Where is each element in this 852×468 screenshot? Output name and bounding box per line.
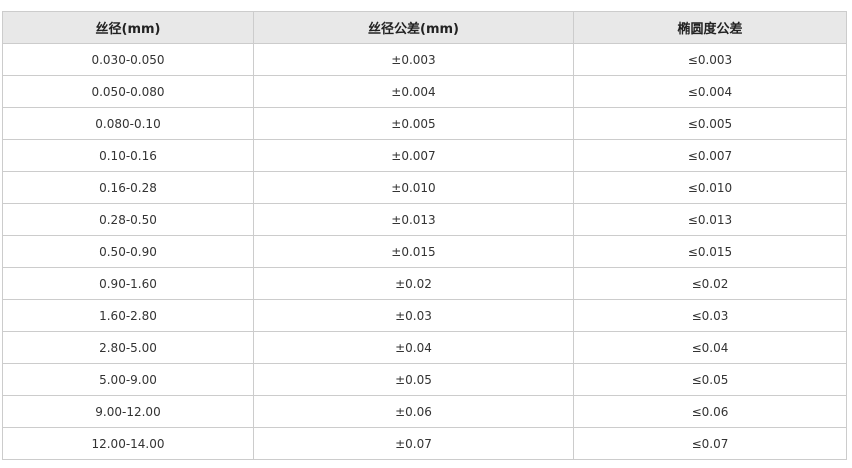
cell-wire-diameter: 0.28-0.50: [2, 203, 254, 236]
cell-ovality-tolerance: ≤0.05: [573, 363, 847, 396]
table-row: 12.00-14.00 ±0.07 ≤0.07: [2, 427, 847, 460]
tolerance-table: 丝径(mm) 丝径公差(mm) 椭圆度公差 0.030-0.050 ±0.003 ≤…: [2, 11, 847, 460]
cell-diameter-tolerance: ±0.02: [253, 267, 574, 300]
header-row: 丝径(mm) 丝径公差(mm) 椭圆度公差: [2, 11, 847, 44]
cell-diameter-tolerance: ±0.015: [253, 235, 574, 268]
cell-diameter-tolerance: ±0.04: [253, 331, 574, 364]
cell-ovality-tolerance: ≤0.007: [573, 139, 847, 172]
cell-diameter-tolerance: ±0.010: [253, 171, 574, 204]
table-row: 0.16-0.28 ±0.010 ≤0.010: [2, 171, 847, 204]
cell-wire-diameter: 1.60-2.80: [2, 299, 254, 332]
cell-wire-diameter: 0.080-0.10: [2, 107, 254, 140]
cell-diameter-tolerance: ±0.005: [253, 107, 574, 140]
cell-wire-diameter: 0.16-0.28: [2, 171, 254, 204]
cell-wire-diameter: 0.050-0.080: [2, 75, 254, 108]
table-row: 1.60-2.80 ±0.03 ≤0.03: [2, 299, 847, 332]
cell-diameter-tolerance: ±0.06: [253, 395, 574, 428]
table-row: 0.28-0.50 ±0.013 ≤0.013: [2, 203, 847, 236]
header-diameter-tolerance: 丝径公差(mm): [253, 11, 574, 44]
cell-diameter-tolerance: ±0.05: [253, 363, 574, 396]
cell-ovality-tolerance: ≤0.004: [573, 75, 847, 108]
table-row: 9.00-12.00 ±0.06 ≤0.06: [2, 395, 847, 428]
cell-wire-diameter: 0.90-1.60: [2, 267, 254, 300]
cell-ovality-tolerance: ≤0.07: [573, 427, 847, 460]
cell-diameter-tolerance: ±0.004: [253, 75, 574, 108]
cell-wire-diameter: 0.030-0.050: [2, 43, 254, 76]
cell-diameter-tolerance: ±0.013: [253, 203, 574, 236]
cell-wire-diameter: 12.00-14.00: [2, 427, 254, 460]
table-row: 5.00-9.00 ±0.05 ≤0.05: [2, 363, 847, 396]
cell-ovality-tolerance: ≤0.010: [573, 171, 847, 204]
table-row: 0.030-0.050 ±0.003 ≤0.003: [2, 43, 847, 76]
cell-wire-diameter: 0.50-0.90: [2, 235, 254, 268]
cell-ovality-tolerance: ≤0.013: [573, 203, 847, 236]
header-ovality-tolerance: 椭圆度公差: [573, 11, 847, 44]
cell-wire-diameter: 9.00-12.00: [2, 395, 254, 428]
table-row: 0.90-1.60 ±0.02 ≤0.02: [2, 267, 847, 300]
cell-ovality-tolerance: ≤0.015: [573, 235, 847, 268]
cell-diameter-tolerance: ±0.07: [253, 427, 574, 460]
cell-ovality-tolerance: ≤0.06: [573, 395, 847, 428]
table-row: 0.050-0.080 ±0.004 ≤0.004: [2, 75, 847, 108]
table-row: 0.50-0.90 ±0.015 ≤0.015: [2, 235, 847, 268]
header-wire-diameter: 丝径(mm): [2, 11, 254, 44]
cell-diameter-tolerance: ±0.007: [253, 139, 574, 172]
table-row: 2.80-5.00 ±0.04 ≤0.04: [2, 331, 847, 364]
cell-ovality-tolerance: ≤0.04: [573, 331, 847, 364]
cell-wire-diameter: 0.10-0.16: [2, 139, 254, 172]
cell-ovality-tolerance: ≤0.003: [573, 43, 847, 76]
cell-ovality-tolerance: ≤0.005: [573, 107, 847, 140]
cell-wire-diameter: 2.80-5.00: [2, 331, 254, 364]
cell-wire-diameter: 5.00-9.00: [2, 363, 254, 396]
cell-diameter-tolerance: ±0.003: [253, 43, 574, 76]
cell-diameter-tolerance: ±0.03: [253, 299, 574, 332]
table-row: 0.10-0.16 ±0.007 ≤0.007: [2, 139, 847, 172]
cell-ovality-tolerance: ≤0.02: [573, 267, 847, 300]
table-row: 0.080-0.10 ±0.005 ≤0.005: [2, 107, 847, 140]
cell-ovality-tolerance: ≤0.03: [573, 299, 847, 332]
